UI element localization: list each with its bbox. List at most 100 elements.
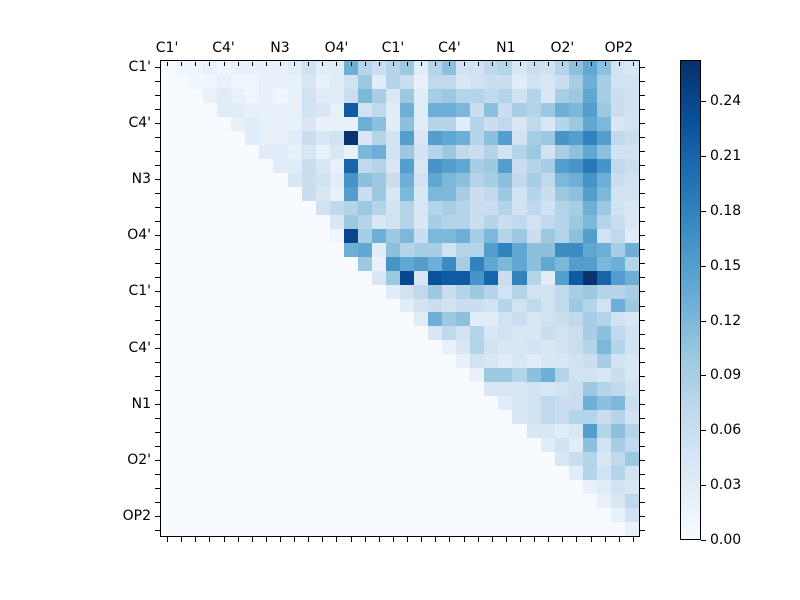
- heatmap-cell: [526, 382, 541, 397]
- heatmap-cell: [259, 88, 274, 103]
- heatmap-cell: [554, 438, 569, 453]
- heatmap-cell: [301, 452, 316, 467]
- heatmap-cell: [217, 186, 232, 201]
- heatmap-cell: [428, 438, 443, 453]
- heatmap-cell: [175, 410, 190, 425]
- heatmap-cell: [315, 326, 330, 341]
- heatmap-cell: [442, 130, 457, 145]
- heatmap-cell: [470, 88, 485, 103]
- heatmap-cell: [357, 466, 372, 481]
- heatmap-cell: [596, 312, 611, 327]
- axis-tick: [640, 67, 645, 68]
- heatmap-cell: [385, 214, 400, 229]
- heatmap-cell: [540, 326, 555, 341]
- heatmap-cell: [400, 438, 415, 453]
- heatmap-cell: [414, 438, 429, 453]
- heatmap-cell: [245, 242, 260, 257]
- heatmap-cell: [414, 522, 429, 536]
- heatmap-cell: [203, 480, 218, 495]
- heatmap-cell: [371, 214, 386, 229]
- heatmap-cell: [442, 438, 457, 453]
- heatmap-cell: [371, 438, 386, 453]
- heatmap-cell: [414, 130, 429, 145]
- heatmap-cell: [189, 438, 204, 453]
- heatmap-cell: [259, 61, 274, 75]
- axis-tick: [237, 61, 239, 66]
- heatmap-cell: [217, 214, 232, 229]
- heatmap-cell: [400, 340, 415, 355]
- heatmap-cell: [568, 298, 583, 313]
- heatmap-cell: [245, 102, 260, 117]
- axis-tick: [209, 537, 211, 542]
- heatmap-cell: [315, 466, 330, 481]
- heatmap-cell: [273, 61, 288, 75]
- heatmap-cell: [540, 158, 555, 173]
- heatmap-cell: [231, 480, 246, 495]
- heatmap-cell: [287, 312, 302, 327]
- heatmap-cell: [385, 508, 400, 523]
- heatmap-cell: [624, 74, 639, 89]
- heatmap-cell: [526, 74, 541, 89]
- heatmap-cell: [343, 354, 358, 369]
- heatmap-cell: [582, 480, 597, 495]
- heatmap-cell: [456, 256, 471, 271]
- axis-tick: [640, 207, 645, 209]
- heatmap-cell: [484, 494, 499, 509]
- axis-tick: [251, 61, 253, 66]
- heatmap-cell: [273, 354, 288, 369]
- heatmap-cell: [343, 452, 358, 467]
- axis-tick: [155, 249, 160, 251]
- axis-tick: [378, 61, 380, 66]
- heatmap-cell: [498, 158, 513, 173]
- heatmap-cell: [231, 158, 246, 173]
- axis-tick: [167, 61, 169, 66]
- heatmap-cell: [470, 494, 485, 509]
- heatmap-cell: [554, 466, 569, 481]
- heatmap-cell: [175, 368, 190, 383]
- heatmap-cell: [161, 242, 176, 257]
- axis-tick: [155, 487, 160, 489]
- heatmap-cell: [568, 438, 583, 453]
- heatmap-cell: [343, 144, 358, 159]
- heatmap-cell: [512, 326, 527, 341]
- heatmap-cell: [189, 382, 204, 397]
- axis-tick: [155, 389, 160, 391]
- heatmap-cell: [259, 130, 274, 145]
- heatmap-cell: [357, 494, 372, 509]
- heatmap-cell: [161, 74, 176, 89]
- heatmap-cell: [161, 61, 176, 75]
- heatmap-cell: [357, 88, 372, 103]
- heatmap-cell: [428, 494, 443, 509]
- axis-tick: [618, 537, 620, 542]
- heatmap-cell: [442, 256, 457, 271]
- heatmap-cell: [554, 522, 569, 536]
- colorbar-tick: [701, 485, 706, 487]
- axis-tick: [640, 123, 645, 125]
- colorbar-tick: [701, 101, 706, 103]
- heatmap-cell: [484, 256, 499, 271]
- heatmap-cell: [610, 438, 625, 453]
- heatmap-cell: [385, 186, 400, 201]
- heatmap-cell: [428, 410, 443, 425]
- heatmap-cell: [287, 368, 302, 383]
- heatmap-cell: [231, 312, 246, 327]
- axis-tick: [548, 537, 550, 542]
- heatmap-cell: [175, 340, 190, 355]
- heatmap-cell: [301, 396, 316, 411]
- heatmap-cell: [512, 270, 527, 285]
- heatmap-cell: [456, 438, 471, 453]
- heatmap-cell: [161, 326, 176, 341]
- heatmap-cell: [273, 214, 288, 229]
- heatmap-cell: [428, 256, 443, 271]
- heatmap-cell: [301, 522, 316, 536]
- heatmap-cell: [554, 144, 569, 159]
- heatmap-cell: [554, 256, 569, 271]
- heatmap-cell: [540, 74, 555, 89]
- heatmap-cell: [217, 522, 232, 536]
- heatmap-cell: [610, 270, 625, 285]
- axis-tick: [155, 361, 160, 363]
- heatmap-cell: [161, 522, 176, 536]
- heatmap-cell: [470, 340, 485, 355]
- heatmap-cell: [526, 158, 541, 173]
- heatmap-cell: [512, 312, 527, 327]
